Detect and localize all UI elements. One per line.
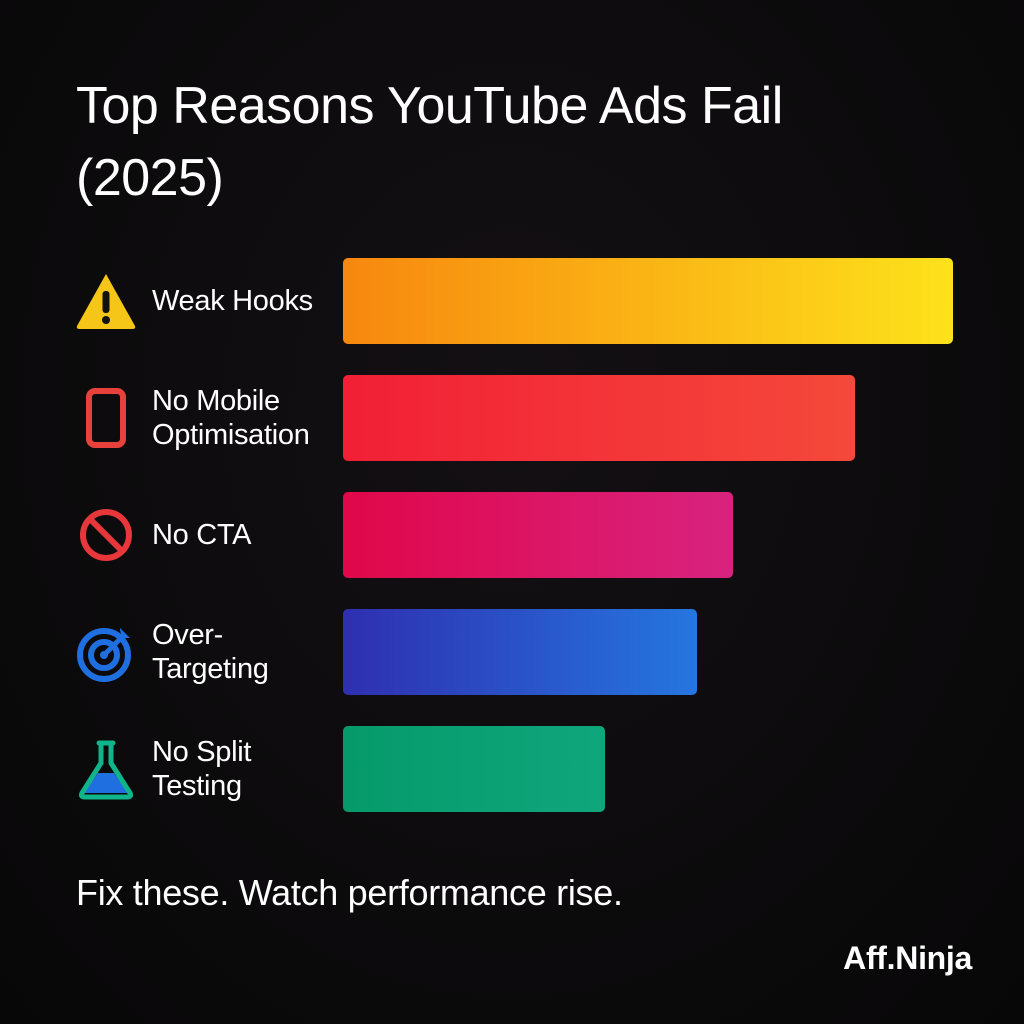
warning-icon: [76, 274, 136, 329]
bar-row-no-mobile-optimisation: No Mobile Optimisation: [0, 373, 1024, 463]
bar: [343, 375, 855, 461]
bar-row-over-targeting: Over- Targeting: [0, 607, 1024, 697]
bar-label: No CTA: [152, 490, 342, 580]
bar-label-line: No Split: [152, 736, 252, 768]
brand-logo-text: Aff.Ninja: [843, 940, 972, 976]
bar-label-line: Weak Hooks: [152, 285, 313, 317]
bar-label: Over- Targeting: [152, 607, 342, 697]
target-icon: [77, 628, 131, 682]
chart-title: Top Reasons YouTube Ads Fail (2025): [76, 70, 976, 214]
bar: [343, 609, 697, 695]
bar-label-line: No CTA: [152, 519, 252, 551]
bar-label-line: No Mobile: [152, 385, 280, 417]
bar-row-no-cta: No CTA: [0, 490, 1024, 580]
bar: [343, 258, 953, 344]
bar-label-line: Testing: [152, 770, 242, 802]
bar-row-no-split-testing: No Split Testing: [0, 724, 1024, 814]
bar-label-line: Targeting: [152, 653, 269, 685]
bar-label: No Mobile Optimisation: [152, 373, 342, 463]
prohibited-icon: [80, 509, 132, 561]
chart-title-line-1: Top Reasons YouTube Ads Fail: [76, 77, 783, 135]
bar-label: Weak Hooks: [152, 256, 342, 346]
bar-row-weak-hooks: Weak Hooks: [0, 256, 1024, 346]
flask-icon: [78, 740, 134, 800]
chart-title-line-2: (2025): [76, 149, 224, 207]
footer-tagline: Fix these. Watch performance rise.: [76, 872, 623, 913]
bar-label-line: Optimisation: [152, 419, 310, 451]
bar-label-line: Over-: [152, 619, 224, 651]
bar-label: No Split Testing: [152, 724, 342, 814]
bar: [343, 492, 733, 578]
mobile-phone-icon: [86, 388, 126, 448]
bar: [343, 726, 605, 812]
